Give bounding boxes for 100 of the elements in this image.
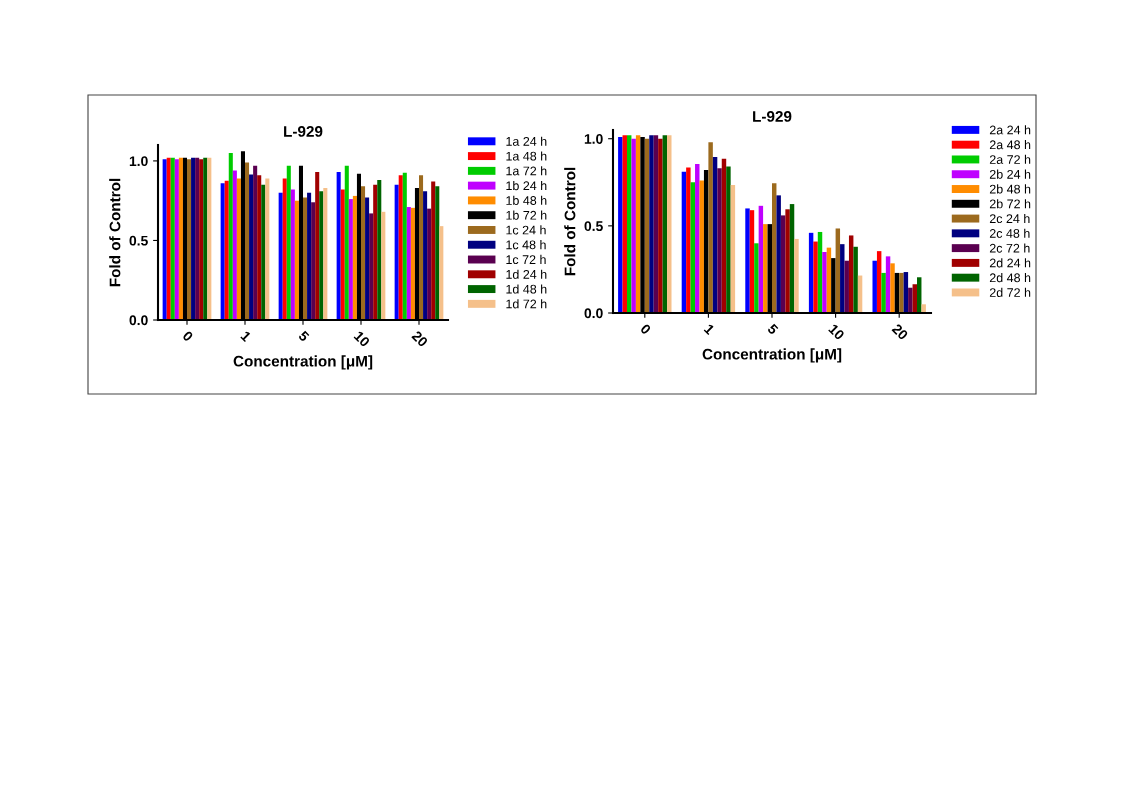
bar: [776, 195, 781, 313]
bar: [406, 207, 411, 320]
y-tick-label: 0.0: [584, 308, 603, 319]
x-tick-label: 20: [891, 323, 909, 341]
bar: [398, 175, 403, 320]
bar: [290, 189, 295, 320]
bar: [377, 180, 382, 320]
bar: [236, 178, 241, 320]
bar: [261, 184, 266, 320]
y-axis-title: Fold of Control: [564, 167, 576, 276]
legend-label: 2a 72 h: [989, 154, 1031, 164]
bar: [207, 157, 212, 320]
legend-label: 2c 48 h: [989, 228, 1030, 238]
bar: [232, 170, 237, 320]
bar: [667, 135, 672, 313]
legend-label: 2d 72 h: [989, 287, 1031, 297]
legend-label: 1d 72 h: [506, 299, 547, 309]
bar: [745, 208, 750, 313]
bar: [178, 157, 183, 320]
legend-label: 2b 48 h: [989, 184, 1031, 194]
bar: [423, 191, 428, 320]
legend-label: 2c 24 h: [989, 213, 1030, 224]
bar: [187, 159, 192, 320]
x-tick-label: 1: [240, 330, 252, 343]
bar: [890, 263, 895, 313]
bar: [282, 178, 287, 320]
bar: [257, 175, 262, 320]
bar: [278, 192, 283, 320]
bar: [166, 157, 171, 320]
bar: [618, 136, 623, 313]
bar: [174, 159, 179, 320]
bar: [253, 165, 258, 320]
y-tick-label: 0.5: [129, 235, 148, 246]
bar: [224, 180, 229, 320]
bar: [658, 138, 663, 313]
bar: [649, 135, 654, 313]
bar: [265, 178, 270, 320]
x-tick-label: 10: [353, 330, 371, 348]
bar: [427, 208, 432, 320]
bar: [622, 135, 627, 313]
bar: [170, 157, 175, 320]
x-tick-label: 5: [766, 323, 779, 336]
legend-label: 1d 48 h: [506, 284, 547, 294]
bar: [319, 191, 324, 320]
bar: [361, 186, 366, 320]
bar: [908, 287, 913, 313]
bar: [840, 244, 845, 313]
legend-label: 1c 72 h: [506, 254, 546, 265]
y-tick-label: 1.0: [584, 134, 603, 144]
bar: [311, 202, 316, 320]
bar: [323, 187, 328, 320]
bar: [899, 272, 904, 313]
bar: [369, 213, 374, 320]
bar: [402, 172, 407, 320]
x-tick-label: 0: [639, 323, 652, 335]
legend-label: 1c 24 h: [506, 225, 546, 235]
bar: [708, 142, 713, 313]
bar: [191, 157, 196, 320]
bar: [635, 135, 641, 313]
bar: [822, 252, 827, 313]
bar: [872, 260, 877, 313]
bar: [410, 207, 415, 320]
bar: [431, 181, 436, 320]
legend-label: 2b 24 h: [989, 169, 1031, 179]
chart-title: L-929: [753, 111, 792, 122]
bar: [439, 226, 444, 320]
bar: [336, 172, 341, 320]
legend-label: 1d 24 h: [506, 269, 547, 279]
bar: [249, 174, 254, 320]
legend-label: 2c 72 h: [989, 243, 1030, 253]
bar: [921, 304, 926, 313]
legend-label: 1b 48 h: [506, 195, 547, 205]
bar: [203, 157, 208, 320]
bar: [726, 166, 731, 313]
legend-label: 2d 48 h: [989, 273, 1031, 283]
bar: [662, 135, 668, 313]
bar: [626, 135, 632, 313]
x-tick-label: 0: [182, 330, 194, 342]
bar: [303, 197, 308, 320]
x-tick-label: 10: [828, 323, 845, 341]
legend-label: 1b 72 h: [506, 210, 547, 220]
y-tick-label: 0.0: [129, 315, 148, 326]
bar: [315, 172, 320, 320]
bar: [631, 138, 636, 313]
bar: [435, 186, 440, 320]
legend-label: 2d 24 h: [989, 258, 1031, 268]
bar: [365, 197, 370, 320]
bar: [699, 180, 704, 313]
bar: [220, 183, 225, 320]
bar: [813, 241, 818, 313]
bar: [348, 199, 353, 320]
bar: [228, 152, 233, 320]
x-tick-label: 5: [297, 330, 310, 343]
bar: [763, 224, 768, 313]
x-axis-title: Concentration [μM]: [233, 355, 373, 370]
bar: [381, 211, 386, 320]
y-tick-label: 1.0: [129, 156, 148, 167]
legend-label: 1c 48 h: [506, 240, 546, 250]
bar: [881, 272, 886, 313]
x-tick-label: 1: [703, 323, 716, 336]
